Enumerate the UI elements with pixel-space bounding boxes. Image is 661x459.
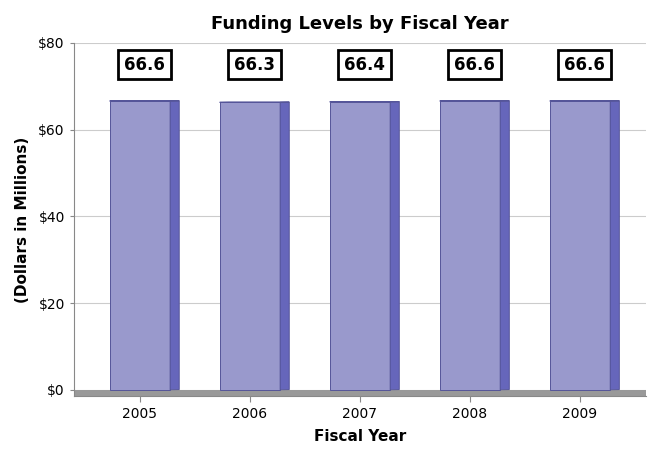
Polygon shape: [170, 101, 179, 390]
Text: 66.6: 66.6: [454, 56, 495, 73]
Text: 66.6: 66.6: [124, 56, 165, 73]
Polygon shape: [610, 101, 619, 390]
FancyBboxPatch shape: [110, 101, 170, 390]
Y-axis label: (Dollars in Millions): (Dollars in Millions): [15, 136, 30, 302]
Text: 66.6: 66.6: [564, 56, 605, 73]
Text: 66.4: 66.4: [344, 56, 385, 73]
X-axis label: Fiscal Year: Fiscal Year: [314, 429, 406, 444]
Polygon shape: [390, 102, 399, 390]
FancyBboxPatch shape: [440, 101, 500, 390]
Polygon shape: [500, 101, 509, 390]
FancyBboxPatch shape: [550, 101, 610, 390]
FancyBboxPatch shape: [219, 102, 280, 390]
Polygon shape: [280, 102, 290, 390]
Text: 66.3: 66.3: [234, 56, 275, 73]
FancyBboxPatch shape: [330, 102, 390, 390]
Bar: [74, 390, 646, 396]
Title: Funding Levels by Fiscal Year: Funding Levels by Fiscal Year: [211, 15, 509, 33]
